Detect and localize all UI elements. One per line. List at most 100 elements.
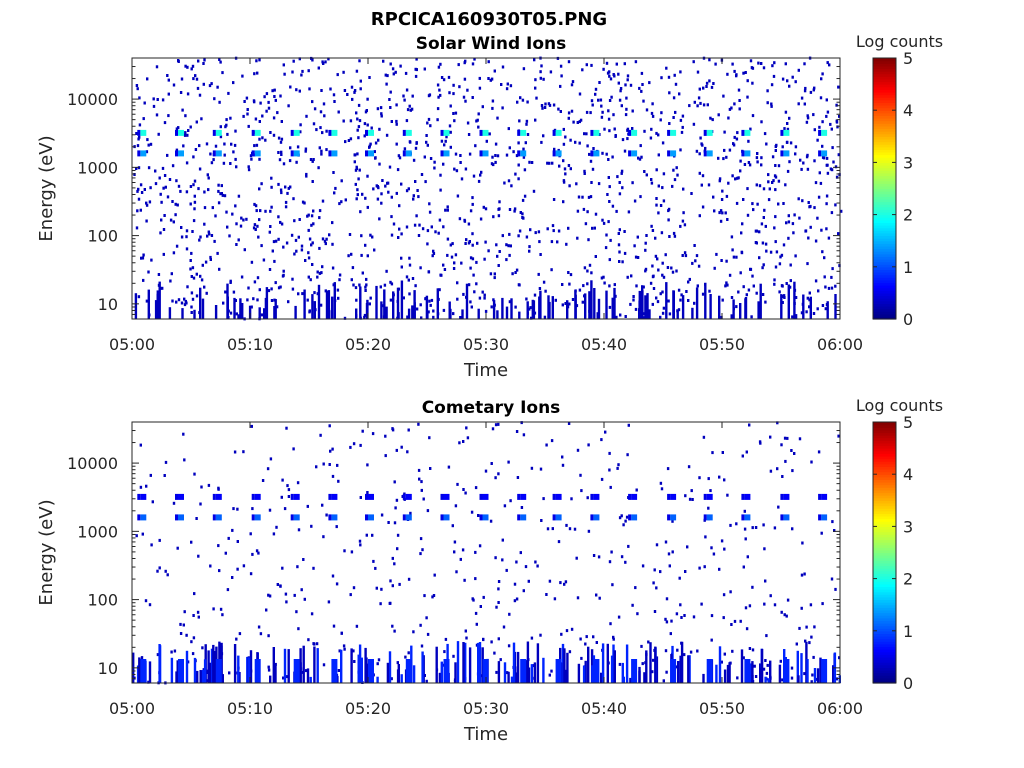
heatmap-cell	[503, 504, 507, 508]
heatmap-cell	[737, 176, 740, 180]
colorbar-tick-label: 3	[903, 153, 913, 172]
heatmap-cell	[720, 660, 723, 664]
heatmap-cell	[835, 175, 839, 179]
heatmap-cell	[840, 209, 843, 213]
heatmap-cell	[827, 286, 831, 290]
heatmap-cell	[821, 602, 824, 606]
heatmap-cell	[333, 100, 336, 103]
colorbar-segment	[873, 482, 896, 486]
heatmap-cell	[287, 495, 291, 498]
colorbar-segment	[873, 654, 896, 658]
heatmap-cell	[258, 187, 261, 191]
heatmap-cell	[633, 199, 637, 203]
colorbar-segment	[873, 311, 896, 315]
heatmap-cell	[756, 152, 759, 155]
colorbar-segment	[873, 178, 896, 182]
heatmap-cell	[807, 201, 810, 204]
heatmap-cell	[555, 150, 562, 157]
heatmap-cell	[195, 294, 199, 298]
heatmap-cell	[203, 206, 207, 210]
heatmap-cell	[400, 232, 403, 236]
heatmap-cell	[790, 676, 794, 680]
heatmap-cell	[617, 72, 620, 76]
heatmap-cell	[497, 601, 500, 604]
heatmap-cell	[580, 489, 583, 493]
heatmap-cell	[203, 222, 206, 226]
heatmap-cell	[490, 462, 493, 465]
heatmap-cell	[269, 675, 272, 683]
heatmap-cell	[273, 95, 276, 98]
heatmap-cell	[723, 547, 726, 551]
heatmap-cell	[774, 149, 777, 152]
heatmap-cell	[428, 210, 432, 214]
heatmap-cell	[584, 642, 587, 646]
colorbar-segment	[873, 675, 896, 679]
heatmap-cell	[620, 171, 623, 175]
heatmap-cell	[762, 667, 766, 671]
heatmap-cell	[644, 248, 647, 252]
heatmap-cell	[645, 173, 648, 177]
heatmap-cell	[667, 493, 671, 500]
heatmap-cell	[806, 116, 810, 120]
heatmap-cell	[385, 133, 389, 137]
heatmap-cell	[335, 582, 339, 586]
heatmap-cell	[626, 137, 629, 141]
heatmap-cell	[483, 293, 486, 297]
heatmap-cell	[479, 129, 483, 136]
heatmap-cell	[482, 493, 489, 500]
heatmap-cell	[482, 595, 485, 599]
heatmap-cell	[388, 651, 392, 683]
heatmap-cell	[148, 200, 152, 204]
heatmap-cell	[569, 167, 572, 171]
heatmap-cell	[615, 62, 618, 66]
heatmap-cell	[356, 128, 359, 132]
heatmap-cell	[475, 119, 478, 123]
heatmap-cell	[744, 150, 751, 157]
heatmap-cell	[340, 200, 343, 204]
heatmap-cell	[163, 214, 166, 217]
heatmap-cell	[229, 162, 232, 165]
heatmap-cell	[267, 668, 271, 672]
heatmap-cell	[693, 244, 696, 247]
heatmap-cell	[446, 253, 449, 257]
colorbar-segment	[873, 238, 896, 242]
heatmap-cell	[610, 95, 613, 99]
heatmap-cell	[135, 167, 138, 170]
colorbar-segment	[873, 435, 896, 439]
heatmap-cell	[455, 570, 458, 574]
heatmap-cell	[378, 127, 381, 131]
heatmap-cell	[570, 83, 574, 87]
heatmap-cell	[670, 514, 677, 521]
heatmap-cell	[254, 129, 261, 136]
heatmap-cell	[327, 290, 331, 319]
heatmap-cell	[661, 311, 665, 315]
cometary-panel: 05:00 05:10 05:20 05:30 05:40 05:50 06:0010100…	[36, 396, 943, 745]
heatmap-cell	[242, 114, 245, 118]
heatmap-cell	[632, 295, 635, 298]
heatmap-cell	[451, 524, 454, 528]
heatmap-cell	[229, 279, 232, 283]
heatmap-cell	[816, 138, 819, 142]
heatmap-cell	[805, 120, 809, 124]
colorbar-segment	[873, 154, 896, 158]
heatmap-cell	[769, 594, 772, 598]
colorbar-segment	[873, 198, 896, 203]
heatmap-cell	[584, 660, 587, 683]
heatmap-cell	[414, 284, 417, 288]
heatmap-cell	[555, 493, 562, 500]
heatmap-cell	[566, 652, 569, 683]
y-tick-label: 1000	[77, 158, 118, 177]
heatmap-cell	[638, 86, 641, 90]
colorbar-segment	[873, 594, 896, 598]
heatmap-cell	[600, 104, 603, 108]
heatmap-cell	[353, 660, 356, 663]
heatmap-cell	[297, 292, 300, 296]
heatmap-cell	[550, 268, 553, 272]
heatmap-cell	[177, 126, 180, 130]
heatmap-cell	[344, 140, 347, 144]
heatmap-cell	[623, 230, 626, 233]
heatmap-cell	[234, 129, 237, 133]
heatmap-cell	[625, 515, 629, 519]
heatmap-cell	[212, 514, 216, 521]
